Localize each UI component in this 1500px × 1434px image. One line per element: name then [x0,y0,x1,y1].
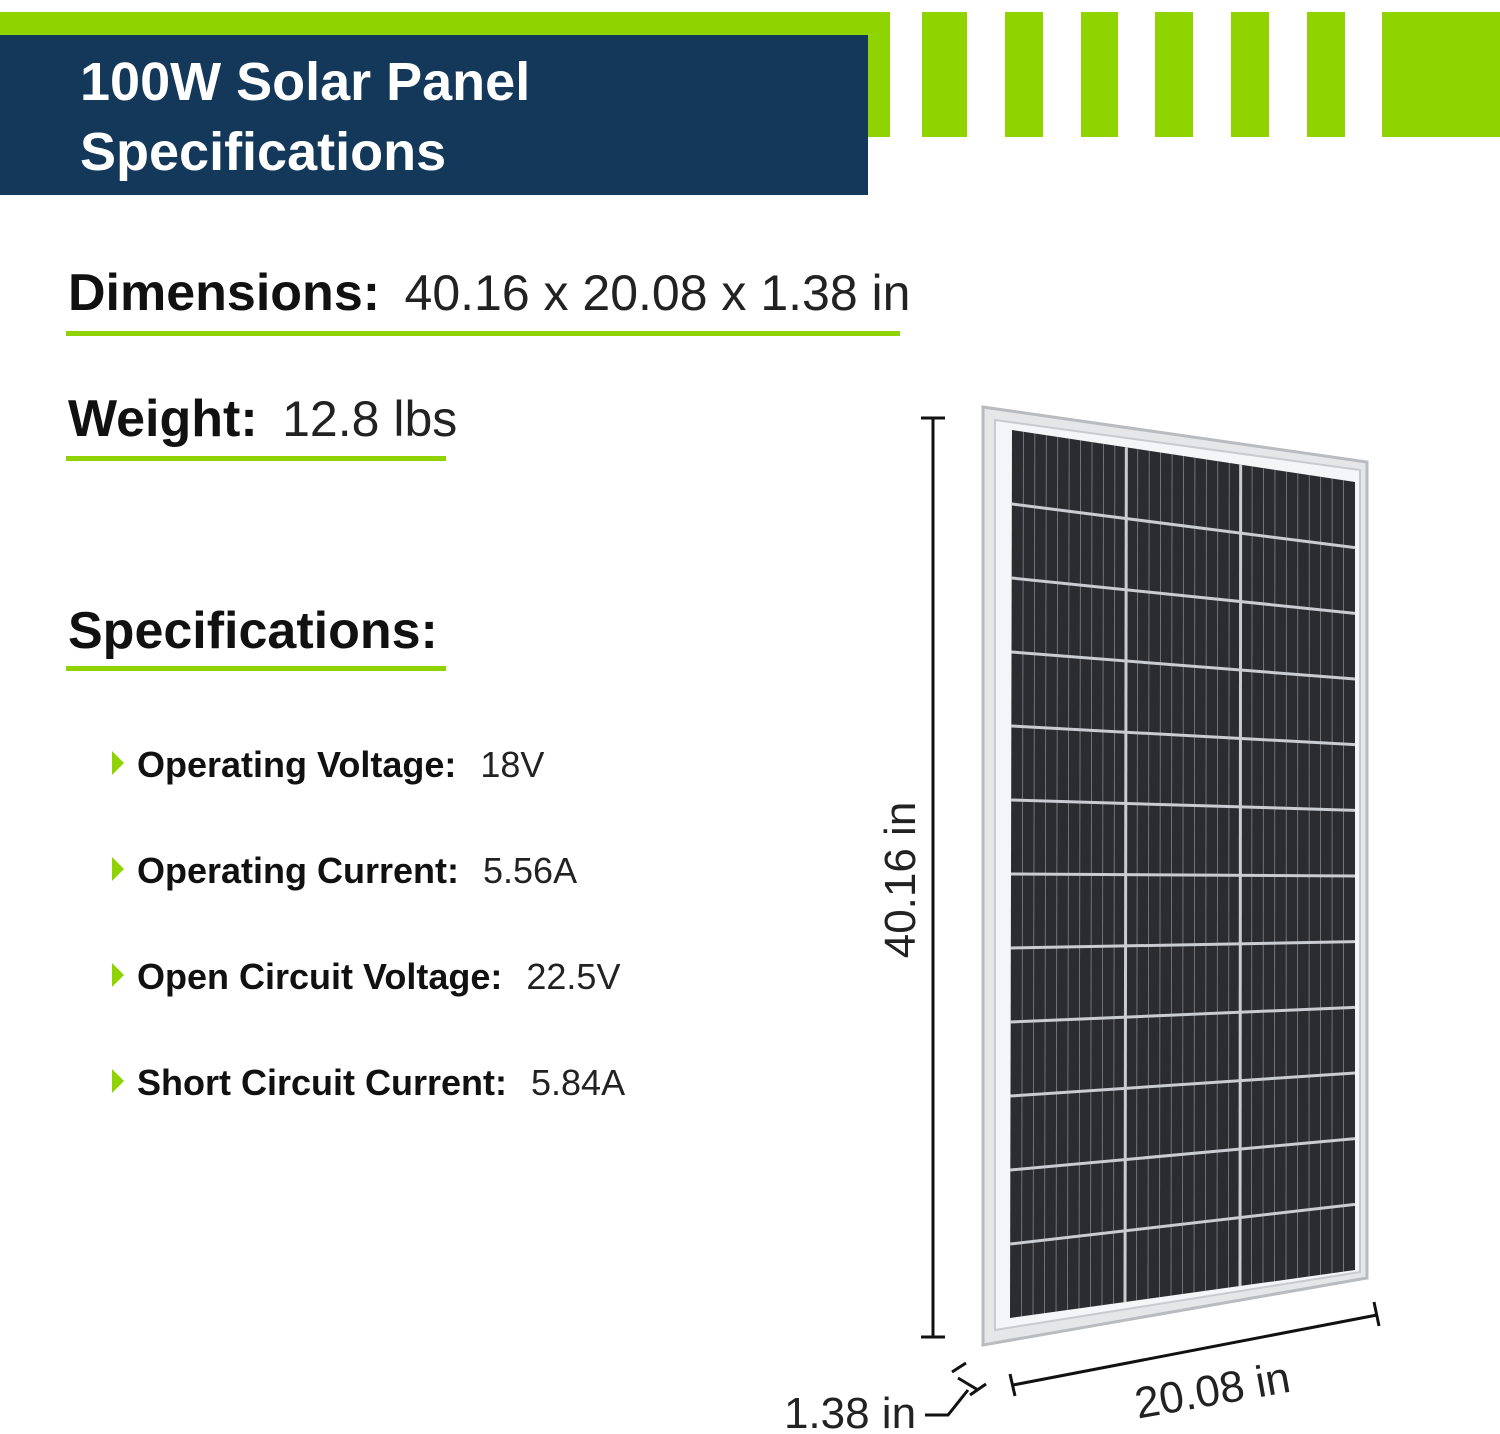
spec-item: Operating Voltage: 18V [137,744,544,785]
spec-value: 5.56A [483,850,577,891]
title-line: 100W Solar Panel [80,52,530,112]
underline [66,666,446,671]
cell-col [1055,436,1059,1312]
cell-col [1147,450,1150,1299]
bullet [112,857,124,881]
cell-col [1021,431,1024,1317]
cell-col [1262,468,1264,1283]
height-label: 40.16 in [876,802,925,959]
spec-value: 5.84A [531,1062,625,1103]
cell-col [1123,447,1128,1303]
cell-col [1216,461,1219,1290]
cell-col [1136,449,1139,1301]
spec-label: Open Circuit Voltage: [137,956,502,997]
cell-col [1090,442,1093,1307]
dimensions: Dimensions: 40.16 x 20.08 x 1.38 in [68,264,910,322]
bullet [112,751,124,775]
spec-label: Short Circuit Current: [137,1062,507,1103]
cell-col [1078,440,1081,1309]
cell-col [1193,457,1196,1293]
cell-col [1182,455,1184,1295]
spec-item: Operating Current: 5.56A [137,850,577,891]
cell-col [1067,438,1070,1311]
depth-label: 1.38 in [784,1389,916,1434]
dimensions-value: 40.16 x 20.08 x 1.38 in [405,265,911,321]
spec-label: Operating Voltage: [137,744,456,785]
spec-label: Operating Current: [137,850,459,891]
spec-item: Open Circuit Voltage: 22.5V [137,956,620,997]
underline [66,331,900,336]
cell-col [1170,454,1173,1296]
cell-col [1251,466,1253,1285]
bullet [112,1069,124,1093]
cell-col [1205,459,1207,1291]
specifications-heading: Specifications: [68,602,438,660]
spec-list: Operating Voltage: 18V Operating Current: 5… [112,744,625,1103]
cell-col [1101,443,1104,1306]
spec-value: 18V [480,744,544,785]
underline [66,456,446,461]
spec-item: Short Circuit Current: 5.84A [137,1062,625,1103]
solar-panel [981,405,1369,1347]
weight-label: Weight: [68,390,258,448]
title-line: Specifications [80,122,446,182]
bullet [112,963,124,987]
dimensions-label: Dimensions: [68,264,380,322]
cell-col [1159,452,1162,1298]
cell-col [1113,445,1116,1304]
cell-col [1238,464,1243,1287]
weight-value: 12.8 lbs [282,391,457,447]
title-box [0,35,868,195]
weight: Weight: 12.8 lbs [68,390,457,448]
dimension-lines [921,416,1381,1417]
cell-col [1044,435,1047,1314]
cell-col [1228,462,1230,1288]
cell-col [1032,433,1036,1315]
width-label: 20.08 in [1131,1353,1294,1428]
spec-value: 22.5V [526,956,620,997]
